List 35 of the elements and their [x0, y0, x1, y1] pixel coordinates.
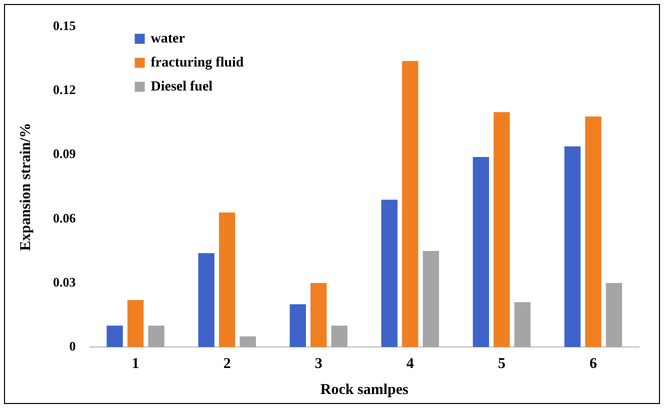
x-tick-label: 2: [223, 356, 231, 372]
bar: [148, 326, 164, 347]
y-tick-label: 0.03: [53, 274, 76, 290]
x-tick-label: 4: [406, 356, 414, 372]
bar: [514, 302, 531, 347]
bar: [218, 212, 236, 347]
bar: [290, 304, 306, 347]
y-tick-label: 0.09: [53, 146, 76, 162]
bar: [585, 116, 602, 347]
legend-label: fracturing fluid: [150, 55, 244, 70]
bar: [331, 326, 348, 347]
bar: [381, 200, 398, 347]
x-tick-label: 6: [589, 356, 598, 372]
bar: [606, 282, 622, 347]
bar: [240, 336, 256, 347]
x-tick-label: 5: [498, 356, 506, 372]
y-tick-label: 0.12: [53, 82, 76, 98]
x-tick-label: 1: [132, 356, 140, 372]
bar: [198, 253, 214, 347]
x-tick-label: 3: [314, 356, 322, 372]
legend-label: Diesel fuel: [150, 79, 213, 94]
y-tick-label: 0: [69, 338, 76, 354]
legend-label: water: [150, 31, 185, 46]
y-tick-label: 0.06: [53, 210, 76, 226]
bar: [106, 326, 123, 347]
bar: [422, 250, 439, 347]
y-axis-title: Expansion strain/%: [18, 122, 34, 251]
bar: [127, 300, 144, 347]
bar: [494, 112, 510, 347]
x-axis-title: Rock samlpes: [320, 382, 408, 398]
bar: [310, 282, 327, 347]
bar: [564, 146, 581, 347]
bar: [402, 60, 418, 347]
bar: [472, 157, 490, 347]
y-tick-label: 0.15: [53, 18, 76, 34]
